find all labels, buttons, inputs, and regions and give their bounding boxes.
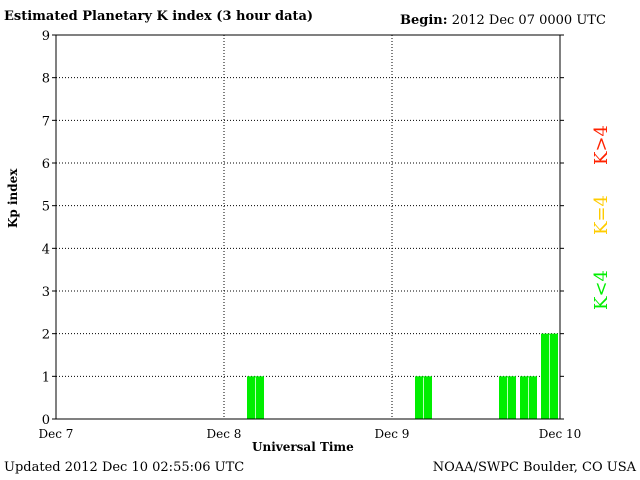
updated-timestamp: Updated 2012 Dec 10 02:55:06 UTC <box>4 460 245 475</box>
chart-title: Estimated Planetary K index (3 hour data… <box>4 9 314 24</box>
legend-item: K>4 <box>591 125 612 165</box>
y-tick-label: 1 <box>42 370 50 385</box>
x-axis-label: Universal Time <box>252 440 354 454</box>
y-tick-label: 3 <box>42 285 50 300</box>
x-tick-label: Dec 9 <box>375 427 410 441</box>
y-tick-label: 0 <box>42 413 50 428</box>
y-tick-label: 6 <box>42 157 50 172</box>
begin-value: 2012 Dec 07 0000 UTC <box>451 13 606 28</box>
legend-item: K=4 <box>591 195 612 235</box>
source-credit: NOAA/SWPC Boulder, CO USA <box>432 460 636 475</box>
legend-item: K<4 <box>591 270 612 310</box>
axis-ticks: 0 1 2 3 4 5 6 7 8 9 Dec 7 Dec 8 Dec 9 Dec 10 <box>39 29 582 441</box>
x-tick-label: Dec 8 <box>207 427 242 441</box>
y-tick-label: 5 <box>42 200 50 215</box>
begin-label: Begin: <box>400 13 448 28</box>
y-axis-label: Kp index <box>6 168 20 228</box>
y-tick-label: 7 <box>42 114 50 129</box>
y-tick-label: 8 <box>42 72 50 87</box>
x-tick-label: Dec 7 <box>39 427 74 441</box>
begin-timestamp: Begin: 2012 Dec 07 0000 UTC <box>400 13 606 28</box>
y-tick-label: 2 <box>42 328 50 343</box>
plot-frame <box>55 34 561 420</box>
y-tick-label: 9 <box>42 29 50 44</box>
grid-lines <box>56 35 560 419</box>
x-tick-label: Dec 10 <box>539 427 582 441</box>
legend: K>4 K=4 K<4 <box>591 125 612 310</box>
y-tick-label: 4 <box>42 242 50 257</box>
bar-series <box>247 333 558 419</box>
